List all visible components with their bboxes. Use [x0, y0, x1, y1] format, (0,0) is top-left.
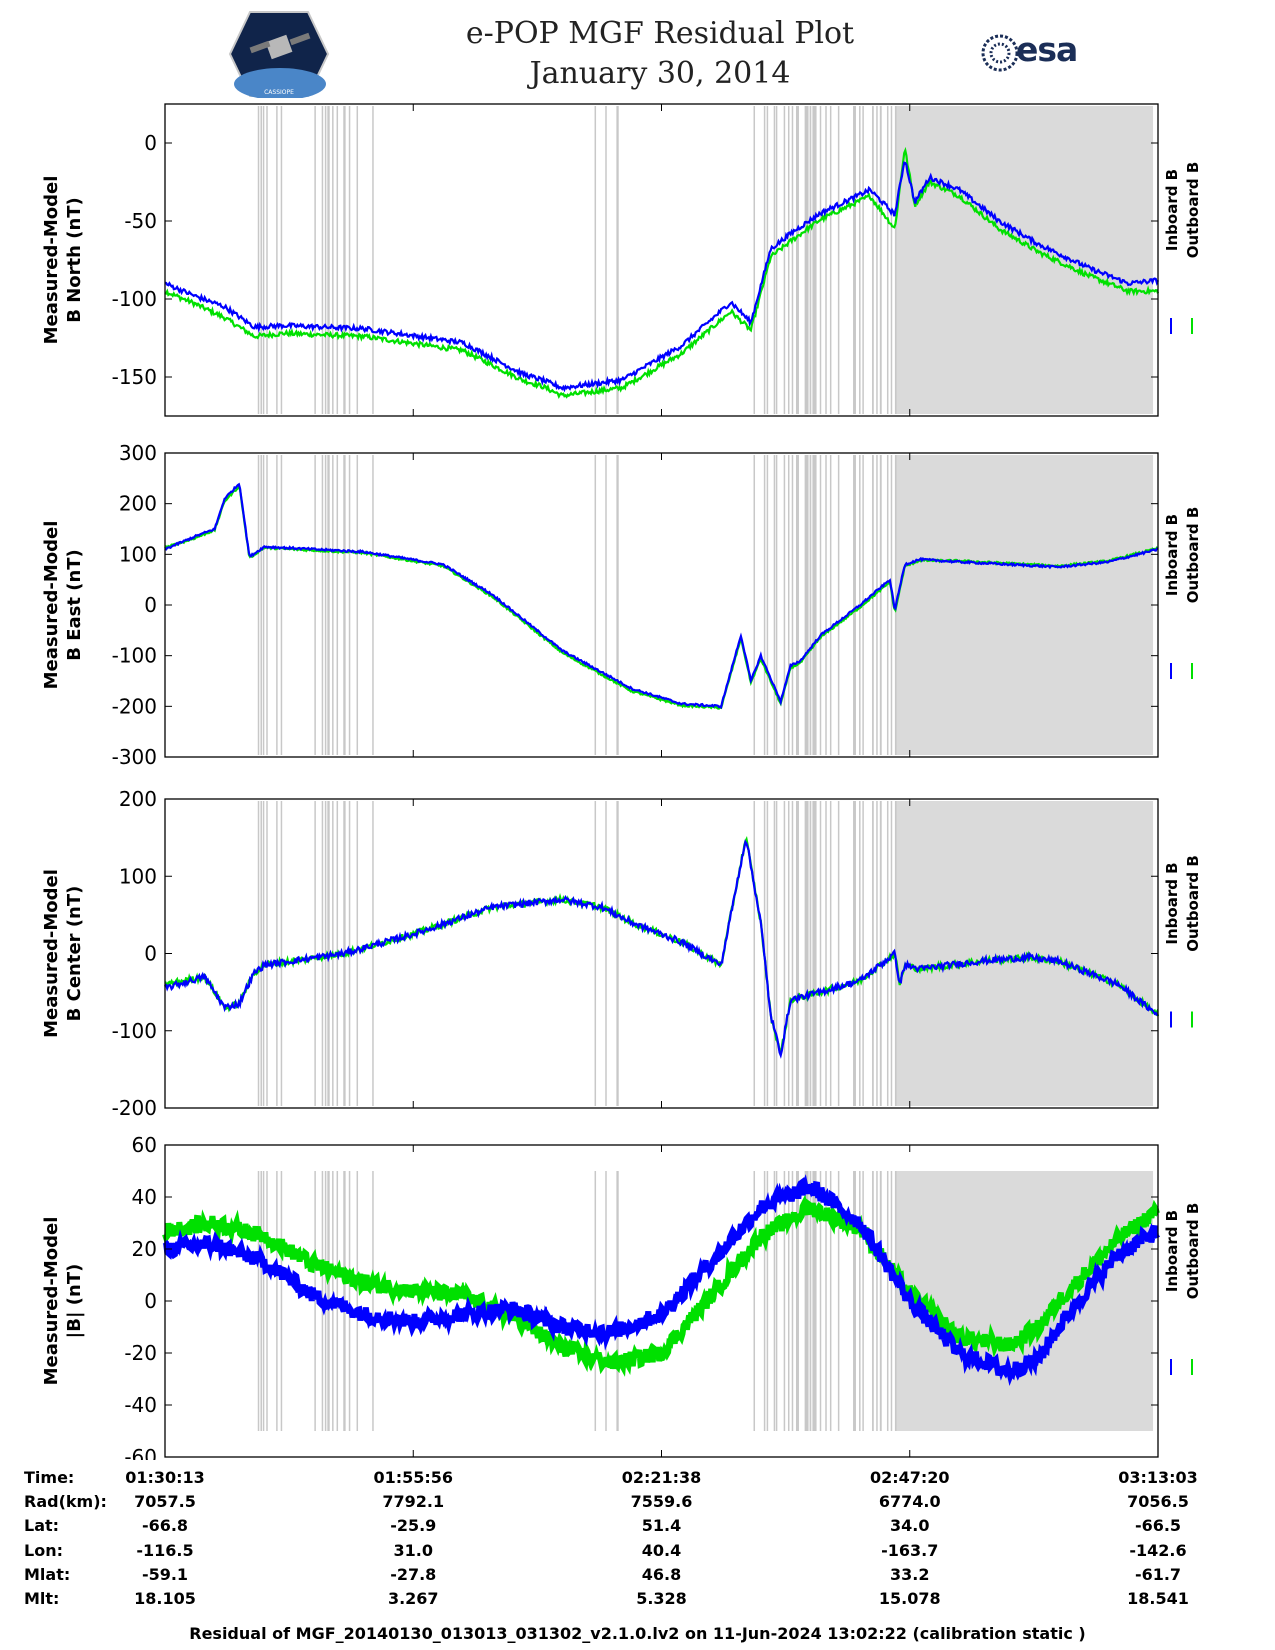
- y-tick-label: 200: [119, 787, 157, 811]
- ephemeris-value: -61.7: [1134, 1565, 1182, 1584]
- y-axis-label: Measured-Model: [41, 176, 62, 345]
- y-axis-label: B Center (nT): [64, 886, 85, 1022]
- ephemeris-value: 34.0: [890, 1516, 930, 1535]
- ephemeris-value: 18.541: [1127, 1589, 1189, 1608]
- ephemeris-row-label: Lat:: [24, 1516, 60, 1535]
- ephemeris-value: -116.5: [136, 1541, 194, 1560]
- y-tick-label: 60: [132, 1133, 157, 1157]
- panel-3: 200 100 0 -100 -200 Measured-Model B Center (n…: [41, 787, 1202, 1120]
- footer-caption: Residual of MGF_20140130_013013_031302_v…: [189, 1624, 1086, 1643]
- legend-label-2: Outboard B: [1184, 162, 1202, 259]
- ephemeris-row-label: Time:: [24, 1468, 75, 1487]
- ephemeris-value: 15.078: [878, 1589, 941, 1608]
- ephemeris-value: 7056.5: [1127, 1492, 1189, 1511]
- ephemeris-value: 46.8: [641, 1565, 682, 1584]
- ephemeris-value: 7792.1: [382, 1492, 445, 1511]
- ephemeris-value: 7559.6: [630, 1492, 693, 1511]
- y-tick-label: -200: [112, 694, 157, 718]
- series-outboard-b: [162, 1194, 1160, 1377]
- y-tick-label: 200: [119, 492, 157, 516]
- panel-2: 300 200 100 0 -100 -200 -300 Measured-Model B Ea…: [41, 441, 1202, 769]
- ephemeris-value: 01:30:13: [125, 1468, 205, 1487]
- ephemeris-row-label: Mlat:: [24, 1565, 71, 1584]
- ephemeris-value: 7057.5: [134, 1492, 196, 1511]
- ephemeris-value: 40.4: [641, 1541, 682, 1560]
- series-inboard-b: [162, 1174, 1161, 1386]
- y-tick-label: 100: [119, 542, 157, 566]
- y-tick-label: 0: [144, 131, 157, 155]
- ephemeris-value: 33.2: [890, 1565, 930, 1584]
- ephemeris-value: -163.7: [881, 1541, 939, 1560]
- series-inboard-b: [164, 161, 1159, 393]
- legend-label-2: Outboard B: [1184, 507, 1202, 604]
- ephemeris-value: 02:47:20: [869, 1468, 950, 1487]
- y-tick-label: 100: [119, 864, 157, 888]
- series-inboard-b: [164, 839, 1159, 1059]
- y-tick-label: -40: [124, 1393, 157, 1417]
- panel-4: 60 40 20 0 -20 -40 -60 Measured-Model |B| (nT) In…: [41, 1133, 1202, 1460]
- ephemeris-table: Time: Rad(km): Lat: Lon: Mlat: Mlt: 01:30:13 70…: [0, 1460, 1275, 1620]
- legend-label-2: Outboard B: [1184, 1203, 1202, 1300]
- y-tick-label: 300: [119, 441, 157, 465]
- y-tick-label: 20: [132, 1237, 157, 1261]
- y-tick-label: -60: [124, 1445, 157, 1460]
- ephemeris-value: -59.1: [141, 1565, 189, 1584]
- series-outboard-b: [164, 146, 1160, 400]
- y-tick-label: -150: [112, 365, 157, 389]
- y-tick-label: -100: [112, 287, 157, 311]
- cassiope-logo: CASSIOPE: [228, 11, 330, 98]
- y-tick-label: 0: [144, 1289, 157, 1313]
- ephemeris-value: 3.267: [387, 1589, 439, 1608]
- ephemeris-value: 01:55:56: [373, 1468, 454, 1487]
- data-gap-shading: [894, 455, 1154, 755]
- y-tick-label: -200: [112, 1096, 157, 1120]
- ephemeris-value: 18.105: [134, 1589, 196, 1608]
- ephemeris-value: 6774.0: [878, 1492, 941, 1511]
- series-inboard-b: [164, 482, 1159, 710]
- legend-label-1: Inboard B: [1163, 862, 1181, 944]
- esa-logo-text: esa: [1016, 30, 1078, 69]
- data-gap-shading: [894, 106, 1154, 414]
- ephemeris-value: 03:13:03: [1118, 1468, 1198, 1487]
- y-axis-label: |B| (nT): [64, 1264, 85, 1339]
- legend-label-1: Inboard B: [1163, 169, 1181, 251]
- legend-label-2: Outboard B: [1184, 855, 1202, 952]
- y-axis-label: B North (nT): [64, 197, 85, 323]
- svg-text:CASSIOPE: CASSIOPE: [264, 89, 294, 96]
- y-axis-label: Measured-Model: [41, 1217, 62, 1386]
- y-tick-label: -50: [124, 209, 157, 233]
- y-tick-label: 0: [144, 942, 157, 966]
- ephemeris-value: 5.328: [636, 1589, 687, 1608]
- ephemeris-value: 51.4: [641, 1516, 682, 1535]
- legend-label-1: Inboard B: [1163, 1210, 1181, 1292]
- plot-date: January 30, 2014: [529, 56, 791, 91]
- esa-logo: [981, 34, 1019, 72]
- y-axis-label: Measured-Model: [41, 869, 62, 1038]
- plot-title: e-POP MGF Residual Plot: [465, 16, 855, 51]
- ephemeris-row-label: Mlt:: [24, 1589, 60, 1608]
- y-tick-label: 40: [132, 1185, 157, 1209]
- legend-label-1: Inboard B: [1163, 514, 1181, 596]
- data-gap-shading: [894, 1171, 1154, 1431]
- y-tick-label: -100: [112, 1019, 157, 1043]
- y-tick-label: -300: [112, 745, 157, 769]
- y-tick-label: -100: [112, 644, 157, 668]
- ephemeris-row-label: Lon:: [24, 1541, 63, 1560]
- panel-1: 0 -50 -100 -150 Measured-Model B North (nT) In…: [41, 103, 1202, 417]
- ephemeris-value: -25.9: [390, 1516, 437, 1535]
- y-axis-label: Measured-Model: [41, 521, 62, 690]
- ephemeris-value: -142.6: [1129, 1541, 1187, 1560]
- ephemeris-value: -27.8: [390, 1565, 437, 1584]
- ephemeris-row-label: Rad(km):: [24, 1492, 107, 1511]
- ephemeris-value: 31.0: [393, 1541, 433, 1560]
- y-axis-label: B East (nT): [64, 549, 85, 661]
- y-tick-label: 0: [144, 593, 157, 617]
- ephemeris-value: 02:21:38: [621, 1468, 702, 1487]
- ephemeris-value: -66.5: [1134, 1516, 1182, 1535]
- ephemeris-value: -66.8: [141, 1516, 189, 1535]
- y-tick-label: -20: [124, 1341, 157, 1365]
